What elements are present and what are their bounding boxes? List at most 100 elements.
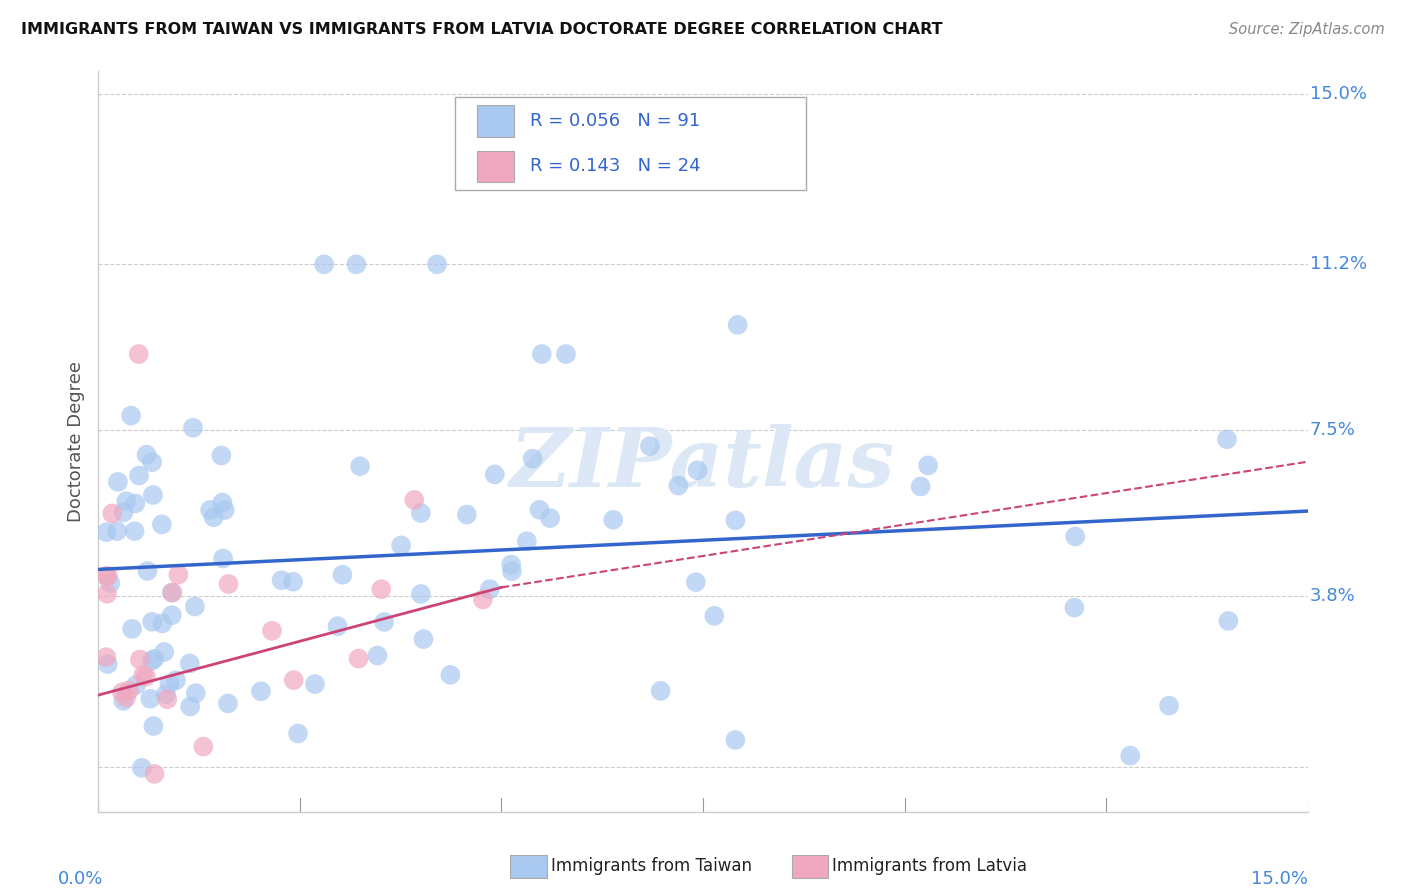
Point (555, 347, 578, 361)
Point (181, 421, 204, 435)
FancyBboxPatch shape (477, 151, 513, 182)
Point (135, 670, 157, 684)
Point (165, 673, 187, 688)
Point (724, 513, 747, 527)
Point (141, 455, 163, 469)
Point (141, 615, 163, 629)
Point (344, 257, 367, 271)
Point (202, 510, 225, 524)
Point (198, 503, 221, 517)
Point (686, 463, 709, 477)
Text: 15.0%: 15.0% (1310, 85, 1367, 103)
Point (212, 551, 235, 566)
Point (155, 687, 177, 701)
Point (370, 582, 392, 597)
Point (96, 587, 118, 601)
Point (97, 569, 120, 583)
Point (281, 574, 304, 589)
Point (347, 651, 370, 665)
Point (917, 458, 939, 473)
Point (143, 652, 166, 666)
Point (602, 513, 624, 527)
Point (501, 564, 523, 578)
Point (97, 657, 120, 671)
FancyBboxPatch shape (456, 97, 806, 190)
Point (162, 585, 184, 599)
Point (128, 347, 150, 361)
Point (638, 439, 661, 453)
Point (143, 767, 166, 781)
Point (412, 632, 434, 646)
Point (150, 616, 173, 631)
Point (1157, 698, 1180, 713)
Point (1064, 529, 1087, 543)
Point (184, 599, 207, 614)
Text: 3.8%: 3.8% (1310, 587, 1355, 606)
Point (367, 648, 389, 663)
Point (389, 538, 412, 552)
FancyBboxPatch shape (477, 105, 513, 136)
Point (516, 534, 538, 549)
Point (501, 558, 523, 572)
Y-axis label: Doctorate Degree: Doctorate Degree (66, 361, 84, 522)
Point (124, 524, 146, 538)
Point (135, 448, 157, 462)
Text: Immigrants from Latvia: Immigrants from Latvia (832, 857, 1028, 875)
Point (471, 592, 494, 607)
Point (332, 567, 354, 582)
Point (209, 449, 232, 463)
Point (304, 677, 326, 691)
Point (94, 569, 117, 583)
Point (724, 733, 747, 747)
Point (484, 467, 506, 482)
Point (120, 409, 142, 423)
Point (96, 650, 118, 665)
Point (404, 492, 426, 507)
Point (522, 451, 544, 466)
Point (260, 624, 283, 638)
Point (218, 577, 240, 591)
Text: ZIPatlas: ZIPatlas (510, 424, 896, 504)
Point (287, 726, 309, 740)
Point (105, 524, 128, 538)
Point (112, 505, 135, 519)
Point (373, 615, 395, 629)
Point (650, 683, 672, 698)
Text: Source: ZipAtlas.com: Source: ZipAtlas.com (1229, 22, 1385, 37)
Text: 0.0%: 0.0% (58, 870, 104, 888)
Point (98, 576, 121, 591)
Point (456, 508, 478, 522)
Point (439, 668, 461, 682)
Point (132, 668, 155, 682)
Point (150, 517, 173, 532)
Point (529, 502, 551, 516)
Point (217, 697, 239, 711)
Point (668, 478, 690, 492)
Text: R = 0.056   N = 91: R = 0.056 N = 91 (530, 112, 700, 130)
Point (409, 587, 432, 601)
Point (115, 690, 138, 705)
Point (478, 582, 501, 597)
Point (1063, 600, 1085, 615)
Point (141, 654, 163, 668)
Point (160, 585, 183, 599)
Point (136, 564, 159, 578)
Point (118, 683, 141, 698)
Point (125, 678, 148, 692)
Point (250, 684, 273, 698)
Point (270, 573, 292, 587)
Point (153, 645, 176, 659)
Point (142, 719, 165, 733)
Point (96, 525, 118, 540)
Text: IMMIGRANTS FROM TAIWAN VS IMMIGRANTS FROM LATVIA DOCTORATE DEGREE CORRELATION CH: IMMIGRANTS FROM TAIWAN VS IMMIGRANTS FRO… (21, 22, 942, 37)
Point (179, 657, 201, 671)
Point (131, 761, 153, 775)
Text: 11.2%: 11.2% (1310, 255, 1367, 273)
Point (167, 567, 190, 582)
Point (1218, 614, 1240, 628)
Point (426, 257, 449, 271)
Point (349, 459, 371, 474)
Point (685, 575, 707, 590)
Point (409, 506, 432, 520)
Point (326, 619, 349, 633)
